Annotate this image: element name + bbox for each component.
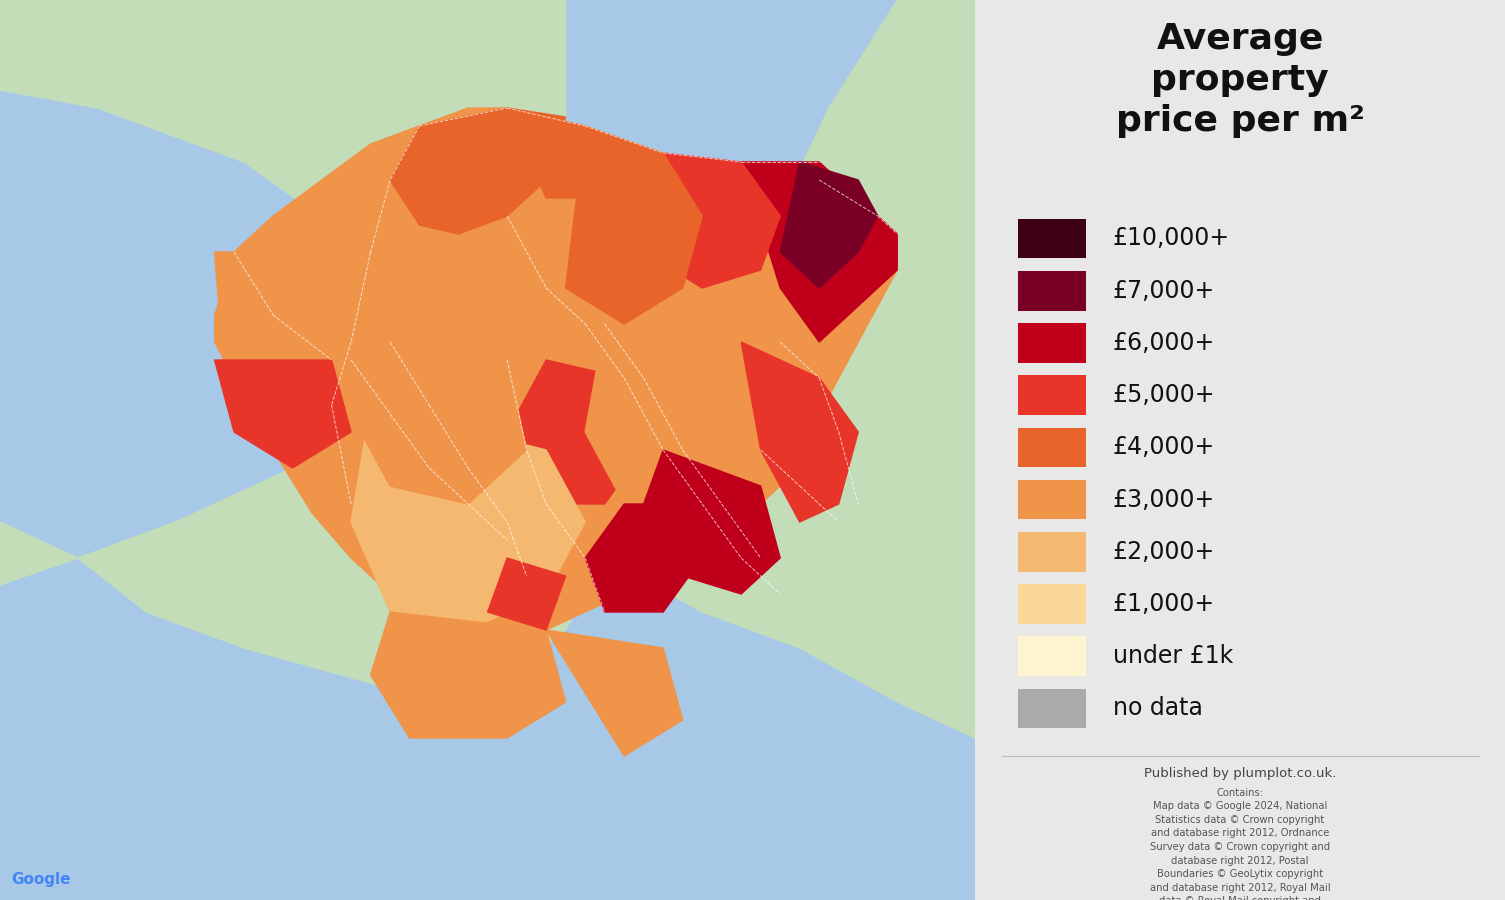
Text: £5,000+: £5,000+ (1114, 383, 1216, 407)
Bar (1017, 271, 1087, 310)
Text: Contains:
Map data © Google 2024, National
Statistics data © Crown copyright
and: Contains: Map data © Google 2024, Nation… (1150, 788, 1330, 900)
Text: £7,000+: £7,000+ (1114, 279, 1215, 302)
Bar (1017, 219, 1087, 258)
Bar (1017, 375, 1087, 415)
Polygon shape (370, 612, 566, 738)
Polygon shape (351, 342, 527, 504)
Bar (1017, 636, 1087, 676)
Polygon shape (605, 0, 975, 738)
Bar (1017, 584, 1087, 624)
Text: £1,000+: £1,000+ (1114, 592, 1215, 616)
Polygon shape (780, 162, 877, 288)
Polygon shape (644, 153, 780, 288)
Polygon shape (488, 558, 566, 630)
Bar (1017, 532, 1087, 572)
Polygon shape (215, 108, 897, 630)
Text: £6,000+: £6,000+ (1114, 331, 1215, 355)
Polygon shape (215, 252, 390, 432)
Text: £10,000+: £10,000+ (1114, 227, 1230, 250)
Polygon shape (507, 108, 625, 198)
Polygon shape (644, 450, 780, 594)
Text: under £1k: under £1k (1114, 644, 1233, 668)
Polygon shape (546, 630, 683, 756)
Bar (1017, 688, 1087, 728)
Polygon shape (507, 360, 644, 504)
Polygon shape (390, 108, 566, 234)
Polygon shape (740, 342, 858, 522)
Text: £4,000+: £4,000+ (1114, 436, 1215, 459)
Text: £2,000+: £2,000+ (1114, 540, 1215, 563)
Polygon shape (740, 162, 897, 342)
Text: Published by plumplot.co.uk.: Published by plumplot.co.uk. (1144, 767, 1336, 779)
Polygon shape (0, 432, 605, 702)
Bar (1017, 428, 1087, 467)
Polygon shape (0, 0, 566, 288)
Text: Google: Google (12, 872, 71, 886)
Bar (1017, 323, 1087, 363)
Text: Average
property
price per m²: Average property price per m² (1115, 22, 1365, 138)
Polygon shape (215, 360, 351, 468)
Text: no data: no data (1114, 697, 1202, 720)
Polygon shape (585, 324, 740, 504)
Polygon shape (585, 504, 703, 612)
Polygon shape (566, 126, 703, 324)
Polygon shape (351, 405, 585, 630)
Text: £3,000+: £3,000+ (1114, 488, 1215, 511)
Bar (1017, 480, 1087, 519)
